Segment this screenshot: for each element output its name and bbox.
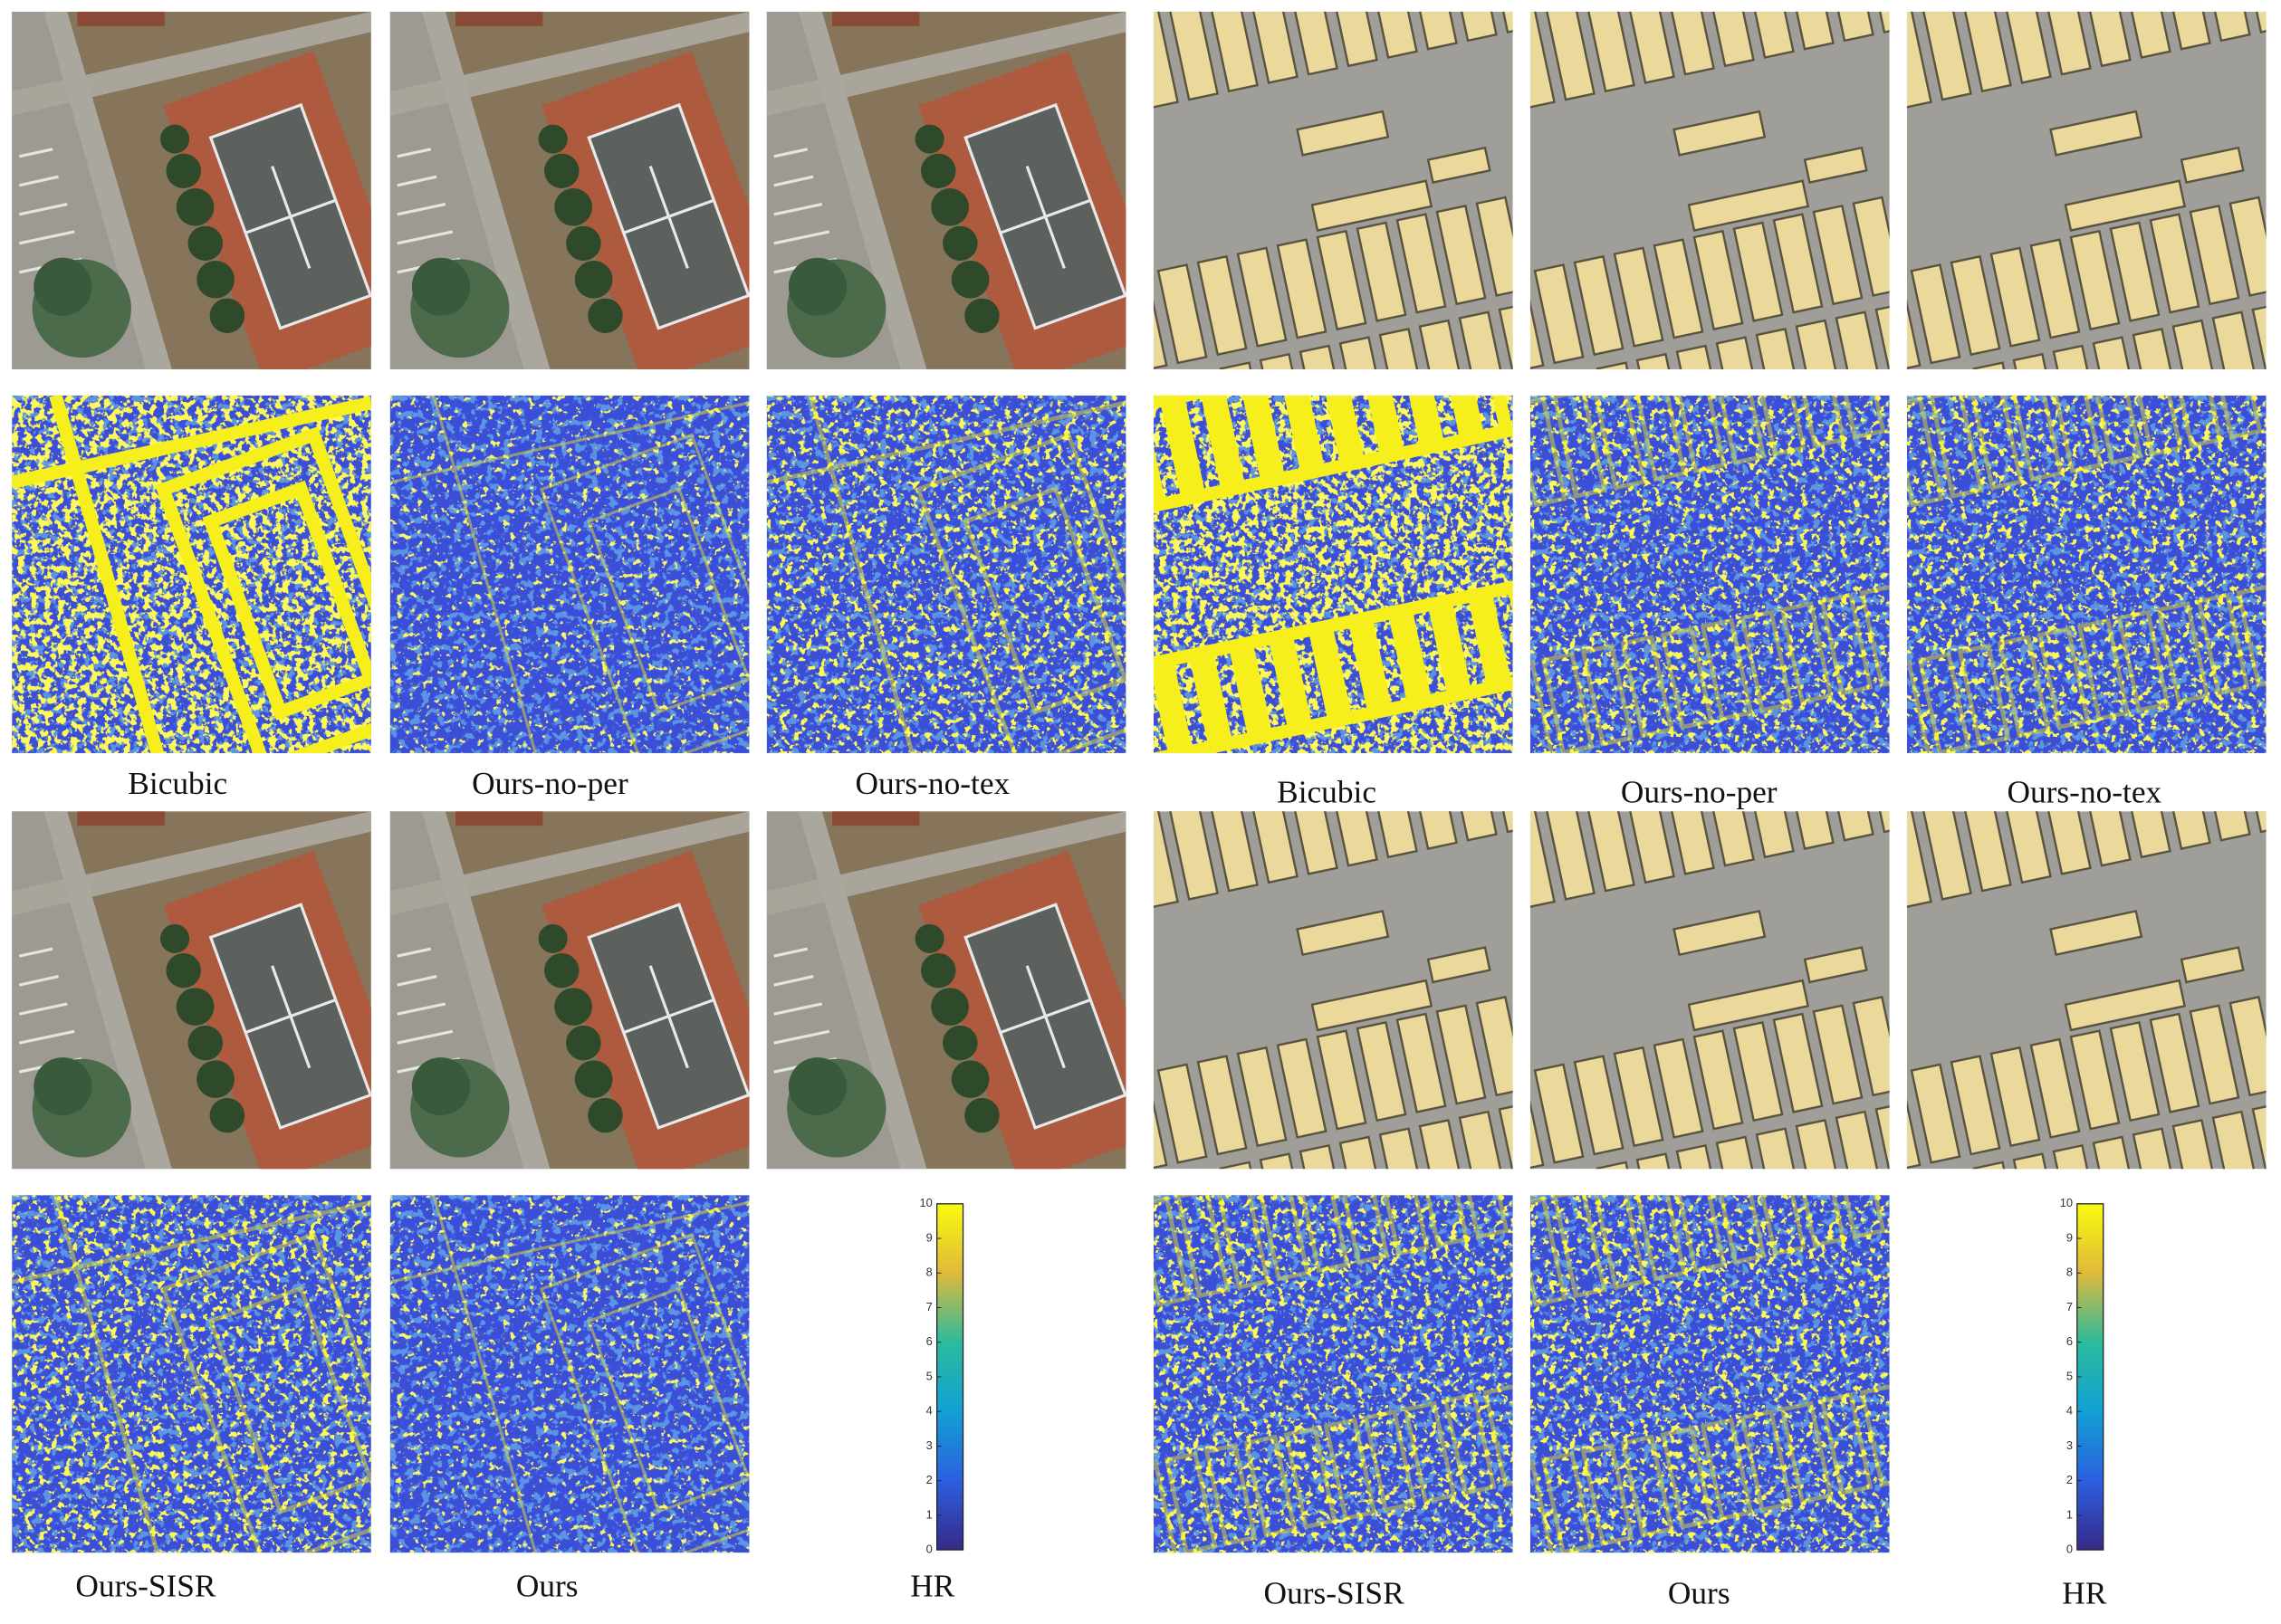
colorbar-tick-label: 8	[926, 1266, 933, 1279]
caption: Ours-SISR	[75, 1568, 216, 1603]
colorbar-tick-label: 6	[926, 1334, 933, 1348]
error-map	[1529, 1195, 1890, 1553]
caption: Ours-no-per	[472, 766, 628, 801]
colorbar-tick-label: 5	[926, 1369, 933, 1382]
error-map	[1906, 395, 2267, 753]
caption: Bicubic	[128, 766, 227, 801]
caption: HR	[910, 1568, 955, 1603]
caption: Ours	[516, 1568, 579, 1603]
colorbar-tick-label: 4	[2066, 1404, 2073, 1418]
colorbar-tick-label: 2	[2066, 1473, 2073, 1486]
colorbar-tick-label: 9	[2066, 1230, 2073, 1244]
image-tile	[12, 12, 416, 385]
colorbar-tick-label: 1	[2066, 1507, 2073, 1521]
caption: Ours-no-per	[1621, 775, 1778, 810]
colorbar-tick-label: 1	[926, 1507, 933, 1521]
colorbar-tick-label: 2	[926, 1473, 933, 1486]
error-map	[766, 395, 1126, 753]
colorbar-tick-label: 9	[926, 1230, 933, 1244]
colorbar-tick-label: 6	[2066, 1334, 2073, 1348]
error-map	[1153, 395, 1513, 753]
colorbar-tick-label: 3	[926, 1438, 933, 1452]
error-map	[389, 395, 750, 753]
colorbar-tick-label: 7	[2066, 1300, 2073, 1314]
colorbar-tick-label: 5	[2066, 1369, 2073, 1382]
caption: Ours-no-tex	[855, 766, 1010, 801]
image-tile	[767, 12, 1171, 385]
image-tile	[12, 811, 416, 1184]
caption: Bicubic	[1277, 775, 1376, 810]
colorbar-tick-label: 4	[926, 1404, 933, 1418]
caption: HR	[2062, 1576, 2107, 1611]
colorbar-tick-label: 7	[926, 1300, 933, 1314]
image-tile	[390, 12, 794, 385]
colorbar-tick-label: 0	[2066, 1542, 2073, 1555]
error-map	[1153, 1195, 1513, 1553]
error-map	[389, 1195, 750, 1553]
colorbar-tick-label: 3	[2066, 1438, 2073, 1452]
caption: Ours	[1668, 1576, 1730, 1611]
colorbar-tick-label: 0	[926, 1542, 933, 1555]
colorbar-tick-label: 10	[920, 1196, 933, 1209]
colorbar-tick-label: 8	[2066, 1266, 2073, 1279]
error-map	[1529, 395, 1890, 753]
error-map	[12, 1195, 371, 1553]
image-tile	[390, 811, 794, 1184]
caption: Ours-SISR	[1264, 1576, 1405, 1611]
caption: Ours-no-tex	[2007, 775, 2161, 810]
error-map	[12, 395, 371, 753]
image-tile	[767, 811, 1171, 1184]
colorbar-tick-label: 10	[2060, 1196, 2073, 1209]
